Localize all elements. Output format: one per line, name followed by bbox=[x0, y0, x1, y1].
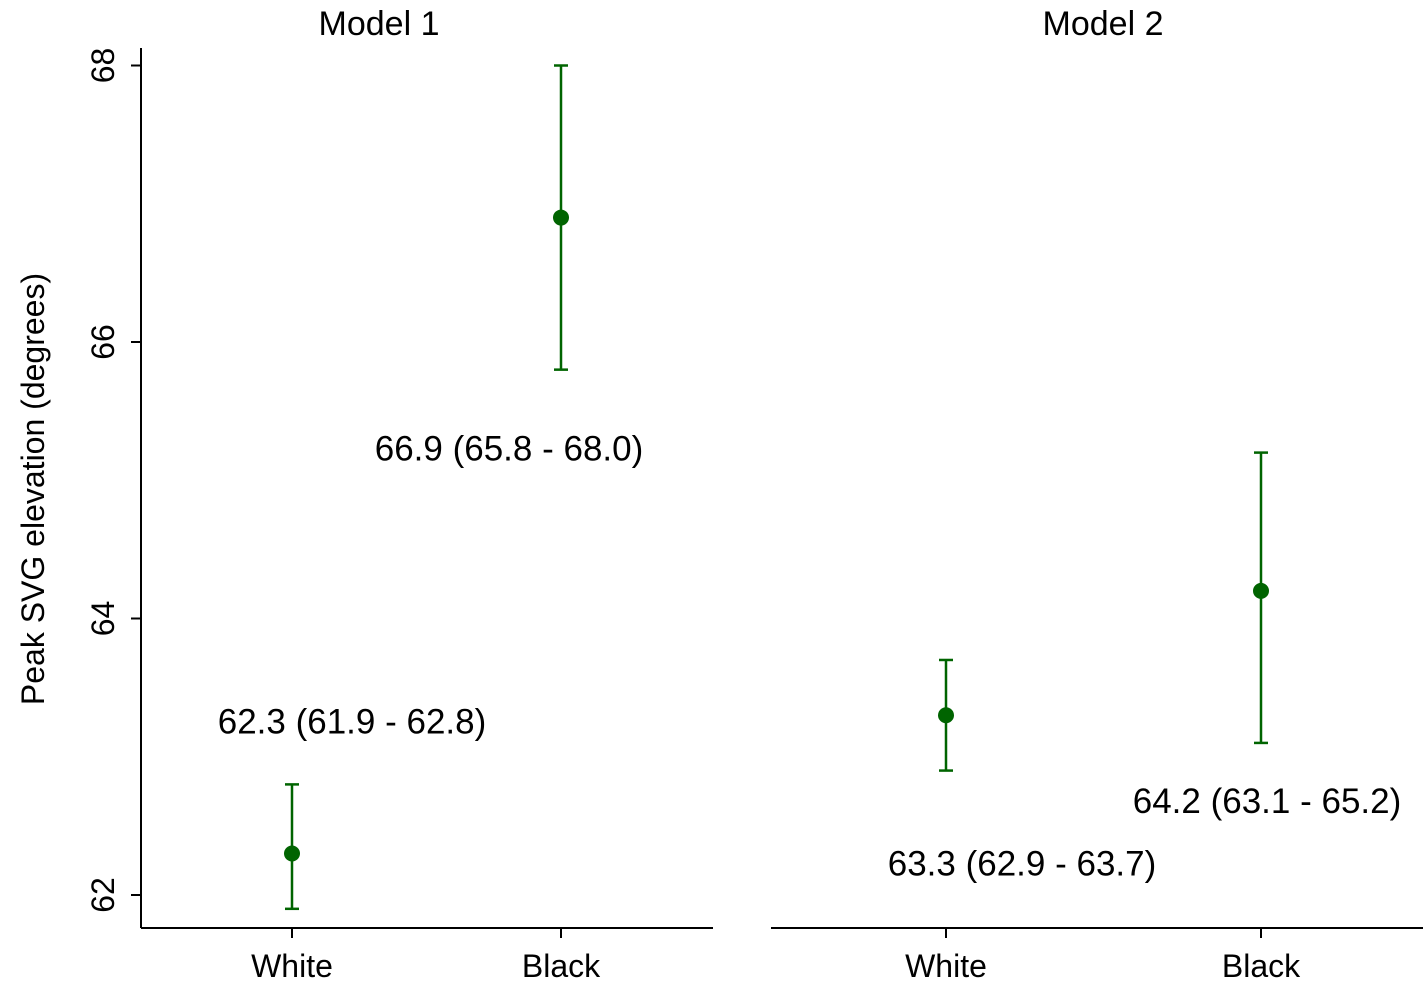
estimate-point bbox=[938, 707, 954, 724]
marks-model-1: 62.3 (61.9 - 62.8) 66.9 (65.8 - 68.0) bbox=[218, 64, 644, 911]
panel-title-model-2: Model 2 bbox=[1043, 5, 1164, 43]
data-label: 66.9 (65.8 - 68.0) bbox=[375, 430, 644, 469]
estimate-point bbox=[553, 209, 569, 226]
y-tick-label: 62 bbox=[85, 877, 121, 913]
marks-model-2: 63.3 (62.9 - 63.7) 64.2 (63.1 - 65.2) bbox=[888, 451, 1402, 883]
data-label: 62.3 (61.9 - 62.8) bbox=[218, 703, 487, 742]
panel-title-model-1: Model 1 bbox=[319, 5, 440, 43]
estimate-point bbox=[1253, 582, 1269, 599]
x-tick-label: Black bbox=[1222, 948, 1301, 984]
y-axis-title: Peak SVG elevation (degrees) bbox=[15, 273, 51, 705]
panel-model-1: Model 1 Peak SVG elevation (degrees) 626… bbox=[15, 5, 713, 984]
data-label: 63.3 (62.9 - 63.7) bbox=[888, 844, 1157, 883]
estimate-point bbox=[284, 845, 300, 862]
x-tick-label: Black bbox=[522, 948, 601, 984]
y-tick-label: 68 bbox=[85, 48, 121, 84]
panel-model-2: Model 2 White Black 63.3 (62.9 - 63.7) 64.… bbox=[771, 5, 1423, 984]
x-tick-label: White bbox=[251, 948, 333, 984]
data-label: 64.2 (63.1 - 65.2) bbox=[1133, 782, 1402, 821]
x-axis-ticks-model-2: White Black bbox=[905, 928, 1301, 984]
x-tick-label: White bbox=[905, 948, 987, 984]
y-tick-label: 64 bbox=[85, 601, 121, 637]
x-axis-ticks-model-1: White Black bbox=[251, 928, 601, 984]
y-axis-ticks: 62 64 66 68 bbox=[85, 48, 141, 913]
y-tick-label: 66 bbox=[85, 324, 121, 360]
